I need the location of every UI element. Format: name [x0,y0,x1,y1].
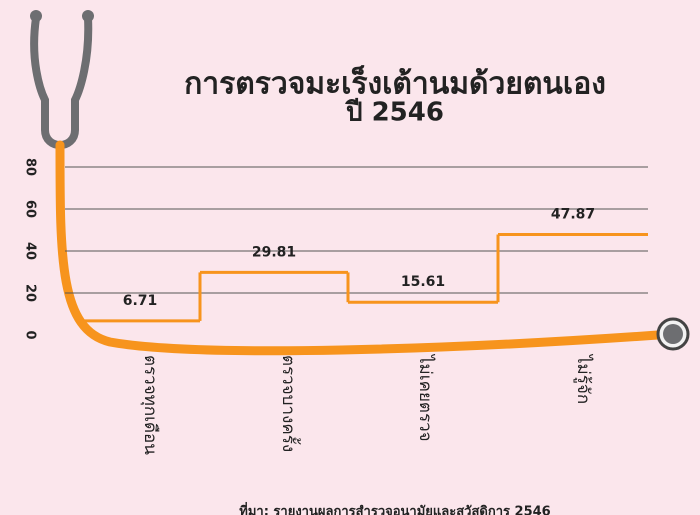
value-label: 29.81 [252,244,296,260]
x-tick-label: ไม่รู้จัก [573,353,594,404]
y-tick-label: 0 [23,330,38,339]
x-tick-label: ตรวจทุกเดือน [140,355,160,455]
source-note: ที่มา: รายงานผลการสำรวจอนามัยและสวัสดิกา… [239,502,550,515]
stethoscope-chestpiece [663,324,683,344]
stethoscope-earpiece [30,10,42,22]
chart: การตรวจมะเร็งเต้านมด้วยตนเอง ปี 2546 ที่… [0,0,700,515]
chart-title: การตรวจมะเร็งเต้านมด้วยตนเอง [184,65,606,102]
y-tick-label: 60 [23,200,38,218]
y-tick-label: 40 [23,242,38,260]
y-tick-label: 80 [23,158,38,176]
y-tick-label: 20 [23,284,38,302]
chart-subtitle: ปี 2546 [345,98,444,128]
value-label: 6.71 [123,293,158,309]
stethoscope-earpiece [82,10,94,22]
value-label: 15.61 [401,274,445,290]
x-tick-label: ไม่เคยตรวจ [415,353,436,442]
x-tick-label: ตรวจบางครั้ง [278,355,301,452]
value-label: 47.87 [551,206,595,222]
